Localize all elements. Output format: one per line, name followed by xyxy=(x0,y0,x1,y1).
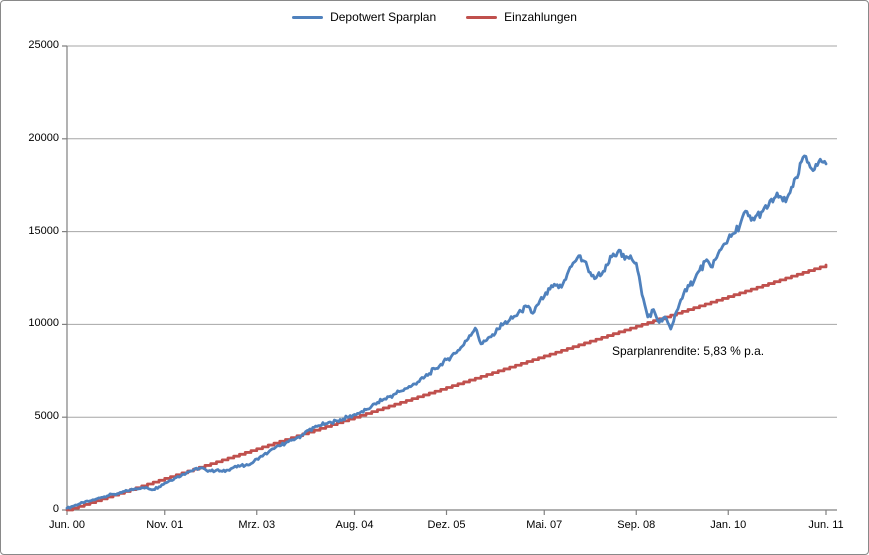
einzahlungen-line xyxy=(65,263,828,512)
y-tick-label: 25000 xyxy=(28,39,59,51)
x-tick-label: Mai. 07 xyxy=(526,519,563,531)
legend: Depotwert Sparplan Einzahlungen xyxy=(1,10,868,24)
x-tick-label: Jan. 10 xyxy=(710,519,747,531)
x-tick-label: Mrz. 03 xyxy=(238,519,276,531)
y-tick-label: 20000 xyxy=(28,131,59,144)
y-tick-label: 0 xyxy=(52,503,59,515)
axes xyxy=(62,45,837,515)
x-tick-label: Jun. 00 xyxy=(48,519,86,531)
depotwert-line xyxy=(65,154,828,510)
gridlines xyxy=(67,45,837,418)
legend-line-swatch-blue-icon xyxy=(292,15,324,19)
return-annotation: Sparplanrendite: 5,83 % p.a. xyxy=(612,344,765,358)
y-tick-label: 15000 xyxy=(28,224,59,237)
y-tick-label: 10000 xyxy=(28,317,59,330)
legend-label-einzahlungen: Einzahlungen xyxy=(504,10,577,24)
legend-line-swatch-red-icon xyxy=(466,15,498,19)
x-tick-label: Sep. 08 xyxy=(617,519,656,531)
x-tick-label: Dez. 05 xyxy=(427,519,466,531)
legend-item-depotwert: Depotwert Sparplan xyxy=(292,10,436,24)
legend-item-einzahlungen: Einzahlungen xyxy=(466,10,577,24)
y-tick-label: 5000 xyxy=(34,410,59,423)
x-tick-label: Jun. 11 xyxy=(808,519,844,531)
legend-label-depotwert: Depotwert Sparplan xyxy=(330,10,437,24)
x-tick-label: Aug. 04 xyxy=(335,519,374,531)
x-tick-label: Nov. 01 xyxy=(146,519,184,531)
